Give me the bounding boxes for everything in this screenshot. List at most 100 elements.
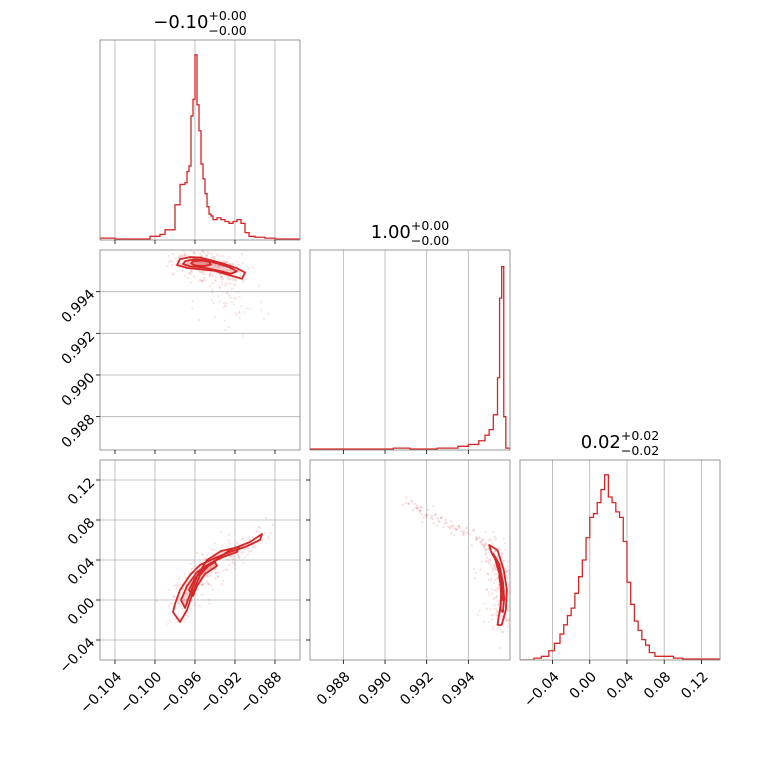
scatter-point bbox=[198, 318, 201, 322]
scatter-point bbox=[219, 273, 222, 276]
scatter-point bbox=[204, 556, 207, 560]
scatter-point bbox=[430, 516, 433, 520]
scatter-point bbox=[480, 543, 483, 546]
scatter-point bbox=[440, 516, 443, 519]
scatter-point bbox=[183, 252, 187, 255]
scatter-point bbox=[259, 300, 262, 304]
scatter-point bbox=[203, 276, 206, 280]
scatter-point bbox=[472, 528, 475, 532]
scatter-point bbox=[442, 525, 445, 529]
scatter-point bbox=[212, 301, 215, 305]
scatter-point bbox=[177, 596, 181, 600]
scatter-point bbox=[203, 270, 206, 274]
scatter-point bbox=[455, 528, 458, 531]
scatter-point bbox=[207, 582, 211, 586]
scatter-point bbox=[419, 509, 422, 512]
scatter-point bbox=[228, 542, 231, 545]
scatter-point bbox=[221, 544, 224, 547]
scatter-point bbox=[246, 553, 250, 556]
scatter-point bbox=[177, 577, 180, 580]
scatter-point bbox=[484, 544, 487, 547]
scatter-point bbox=[236, 554, 240, 558]
scatter-point bbox=[238, 311, 242, 314]
scatter-point bbox=[217, 265, 220, 269]
scatter-point bbox=[242, 561, 245, 565]
scatter-point bbox=[211, 291, 214, 294]
scatter-point bbox=[503, 541, 507, 544]
contour-outer bbox=[176, 256, 246, 280]
scatter-point bbox=[205, 580, 209, 583]
scatter-point bbox=[452, 524, 455, 527]
scatter-point bbox=[507, 584, 510, 587]
scatter-point bbox=[172, 273, 175, 276]
scatter-point bbox=[224, 301, 228, 305]
scatter-point bbox=[241, 536, 245, 539]
scatter-point bbox=[483, 542, 486, 546]
scatter-point bbox=[422, 516, 425, 519]
scatter-point bbox=[490, 539, 493, 543]
scatter-point bbox=[476, 613, 480, 617]
scatter-point bbox=[198, 279, 201, 282]
scatter-point bbox=[512, 588, 514, 590]
y-tick-label: 0.994 bbox=[59, 287, 99, 327]
scatter-point bbox=[491, 542, 495, 545]
scatter-point bbox=[180, 254, 183, 257]
scatter-point bbox=[487, 620, 491, 624]
scatter-point bbox=[232, 278, 235, 282]
scatter-point bbox=[495, 594, 499, 598]
contour-inner bbox=[498, 573, 504, 601]
scatter-point bbox=[431, 517, 435, 521]
scatter-point bbox=[213, 263, 217, 267]
scatter-point bbox=[488, 594, 491, 597]
scatter-point bbox=[449, 520, 453, 523]
scatter-point bbox=[251, 266, 254, 269]
scatter-point bbox=[490, 579, 493, 582]
scatter-point bbox=[200, 583, 203, 587]
scatter-point bbox=[496, 586, 500, 589]
scatter-point bbox=[230, 296, 233, 300]
scatter-point bbox=[206, 250, 209, 253]
scatter-point bbox=[489, 558, 492, 561]
scatter-point bbox=[489, 577, 493, 580]
scatter-point bbox=[231, 562, 234, 565]
scatter-point bbox=[505, 618, 509, 622]
scatter-point bbox=[221, 277, 225, 281]
scatter-point bbox=[212, 255, 215, 258]
scatter-point bbox=[233, 296, 236, 300]
scatter-point bbox=[457, 525, 460, 528]
scatter-point bbox=[204, 255, 208, 259]
scatter-point bbox=[172, 595, 176, 598]
scatter-point bbox=[169, 259, 173, 263]
scatter-point bbox=[224, 261, 228, 264]
scatter-point bbox=[201, 583, 204, 586]
scatter-point bbox=[213, 256, 216, 259]
scatter-point bbox=[436, 517, 440, 520]
scatter-point bbox=[507, 609, 510, 613]
scatter-point bbox=[186, 261, 190, 265]
scatter-point bbox=[443, 522, 447, 525]
panel-frame bbox=[99, 249, 301, 451]
scatter-point bbox=[174, 617, 177, 621]
scatter-point bbox=[487, 578, 490, 582]
scatter-point bbox=[505, 570, 508, 573]
scatter-point bbox=[225, 292, 229, 295]
scatter-point bbox=[502, 537, 505, 540]
scatter-point bbox=[267, 537, 270, 540]
scatter-point bbox=[226, 558, 229, 561]
scatter-point bbox=[178, 584, 182, 587]
scatter-point bbox=[171, 252, 174, 256]
scatter-point bbox=[223, 304, 227, 307]
scatter-point bbox=[495, 589, 498, 592]
scatter-point bbox=[439, 516, 443, 519]
scatter-point bbox=[502, 630, 505, 634]
scatter-point bbox=[420, 506, 423, 509]
scatter-point bbox=[512, 563, 514, 565]
scatter-point bbox=[190, 270, 194, 274]
scatter-point bbox=[407, 502, 410, 506]
scatter-point bbox=[224, 568, 228, 571]
y-tick-label: 0.988 bbox=[59, 412, 99, 452]
scatter-point bbox=[418, 511, 421, 514]
scatter-point bbox=[227, 256, 231, 259]
scatter-point bbox=[191, 567, 194, 570]
scatter-point bbox=[506, 570, 509, 573]
